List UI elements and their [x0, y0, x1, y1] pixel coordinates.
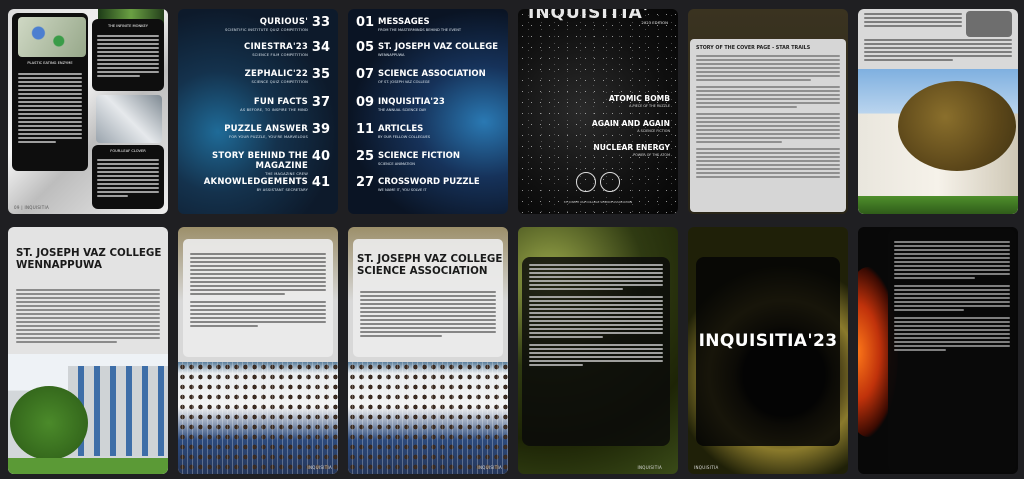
toc-entry[interactable]: 27 CROSSWORD PUZZLE WE NAME IT, YOU SOLVE … — [356, 175, 480, 192]
page-number: INQUISITIA — [477, 465, 502, 470]
toc-entry[interactable]: ZEPHALIC'22 SCIENCE QUIZ COMPETITION 35 — [244, 67, 330, 84]
toc-entry[interactable]: PUZZLE ANSWER FOR YOUR PUZZLE, YOU'RE MAR… — [224, 122, 330, 139]
toc-entry[interactable]: 09 INQUISITIA'23 THE ANNUAL SCIENCE DAY — [356, 95, 445, 112]
toc-entry[interactable]: QURIOUS' SCIENTIFIC INSTITUTE QUIZ COMPET… — [225, 15, 330, 32]
frost-image — [96, 95, 162, 143]
page-thumbnail-8[interactable]: INQUISITIA — [178, 227, 338, 474]
text-panel — [522, 257, 670, 446]
story-title: STORY OF THE COVER PAGE - STAR TRAILS — [696, 46, 811, 51]
cover-item-1: ATOMIC BOMB A PIECE OF THE PUZZLE — [608, 94, 670, 108]
cover-item-2: AGAIN AND AGAIN A SCIENCE FICTION — [591, 119, 670, 133]
association-crest-icon — [600, 172, 620, 192]
page-thumbnail-1[interactable]: PLASTIC EATING ENZYME THE INFINITE MONKE… — [8, 9, 168, 214]
page-thumbnail-12[interactable] — [858, 227, 1018, 474]
tree-image — [898, 81, 1016, 171]
text-panel — [183, 239, 333, 357]
page-thumbnail-cover[interactable]: INQUISITIA' 2023 EDITION ATOMIC BOMB A PI… — [518, 9, 678, 214]
cover-title: INQUISITIA' — [528, 9, 649, 23]
page-thumbnail-10[interactable]: INQUISITIA — [518, 227, 678, 474]
school-title: ST. JOSEPH VAZ COLLEGE WENNAPPUWA — [16, 247, 162, 271]
toc-entry[interactable]: STORY BEHIND THE MAGAZINE THE MAGAZINE CR… — [212, 149, 330, 176]
cover-footer: ST. JOSEPH VAZ COLLEGE SCIENCE ASSOCIATI… — [563, 200, 633, 204]
group-photo — [178, 362, 338, 474]
article-panel-right-bottom: FOUR-LEAF CLOVER — [92, 145, 164, 209]
page-thumbnail-2[interactable]: QURIOUS' SCIENTIFIC INSTITUTE QUIZ COMPET… — [178, 9, 338, 214]
page-number: INQUISITIA — [307, 465, 332, 470]
page-thumbnail-3[interactable]: 01 MESSAGES FROM THE MASTERMINDS BEHIND TH… — [348, 9, 508, 214]
brand-title: INQUISITIA'23 — [698, 331, 838, 351]
text-panel — [888, 229, 1016, 472]
article-panel-right-top: THE INFINITE MONKEY — [92, 19, 164, 91]
map-image — [18, 17, 86, 57]
story-text-panel: STORY OF THE COVER PAGE - STAR TRAILS — [690, 39, 846, 212]
page-thumbnail-story[interactable]: STORY OF THE COVER PAGE - STAR TRAILS — [688, 9, 848, 214]
page-number: INQUISITIA — [694, 465, 719, 470]
caption-infinite-monkey: THE INFINITE MONKEY — [108, 24, 148, 28]
toc-entry[interactable]: 25 SCIENCE FICTION SCIENCE ANIMATION — [356, 149, 460, 166]
toc-entry[interactable]: FUN FACTS AS BEFORE, TO INSPIRE THE MIND 3… — [240, 95, 330, 112]
logo-image — [966, 11, 1012, 37]
star-trails-background — [518, 9, 678, 214]
caption-four-leaf-clover: FOUR-LEAF CLOVER — [110, 149, 146, 153]
toc-entry[interactable]: 07 SCIENCE ASSOCIATION OF ST. JOSEPH VAZ C… — [356, 67, 486, 84]
dark-panel — [696, 257, 840, 446]
toc-entry[interactable]: 05 ST. JOSEPH VAZ COLLEGE WENNAPPUWA — [356, 40, 499, 57]
toc-entry[interactable]: CINESTRA'23 SCIENCE FILM COMPETITION 34 — [244, 40, 330, 57]
association-title: ST. JOSEPH VAZ COLLEGE SCIENCE ASSOCIATI… — [357, 253, 503, 277]
page-thumbnail-school[interactable]: ST. JOSEPH VAZ COLLEGE WENNAPPUWA — [8, 227, 168, 474]
toc-entry[interactable]: AKNOWLEDGEMENTS BY ASSISTANT SECRETARY 41 — [203, 175, 330, 192]
page-number: 09 | INQUISITIA — [14, 205, 49, 210]
text-panel — [353, 239, 503, 357]
page-thumbnail-assoc[interactable]: ST. JOSEPH VAZ COLLEGE SCIENCE ASSOCIATI… — [348, 227, 508, 474]
toc-entry[interactable]: 11 ARTICLES BY OUR FELLOW COLLEGUES — [356, 122, 431, 139]
group-photo — [348, 362, 508, 474]
article-panel-left: PLASTIC EATING ENZYME — [12, 13, 88, 171]
cover-item-3: NUCLEAR ENERGY POWER OF THE ATOM — [593, 143, 670, 157]
page-number: INQUISITIA — [637, 465, 662, 470]
cover-edition: 2023 EDITION — [641, 20, 668, 25]
college-crest-icon — [576, 172, 596, 192]
caption-plastic-enzyme: PLASTIC EATING ENZYME — [27, 61, 73, 65]
page-thumbnail-6[interactable] — [858, 9, 1018, 214]
page-thumbnail-brand[interactable]: INQUISITIA'23 INQUISITIA — [688, 227, 848, 474]
toc-entry[interactable]: 01 MESSAGES FROM THE MASTERMINDS BEHIND TH… — [356, 15, 462, 32]
